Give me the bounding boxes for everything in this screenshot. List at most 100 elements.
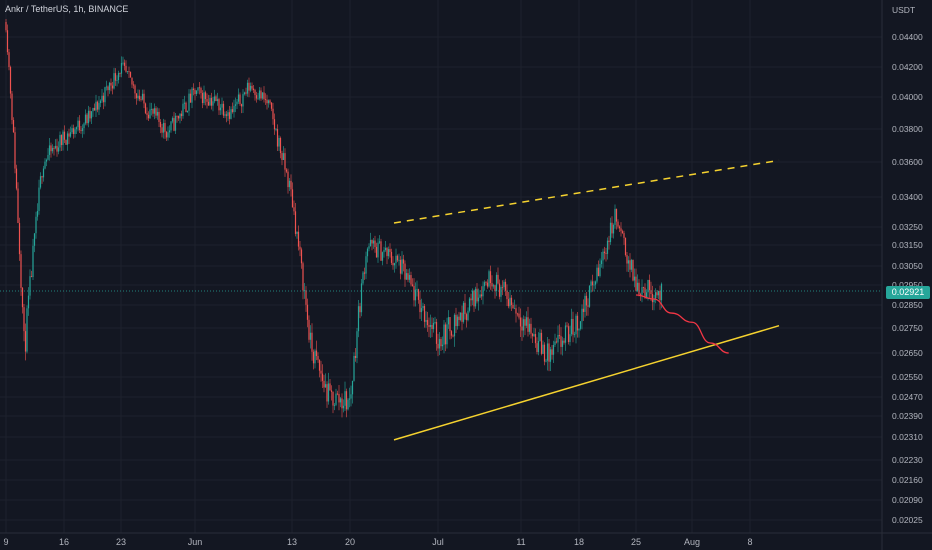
candle-body [152,109,154,114]
candle-body [221,103,223,108]
candle-body [458,316,460,321]
candle-body [159,121,162,128]
candle-body [126,71,129,73]
candle-body [63,131,66,140]
candle-body [468,298,471,311]
candle-body [483,282,486,287]
symbol-legend[interactable]: Ankr / TetherUS, 1h, BINANCE [5,4,128,14]
candle-body [264,99,267,100]
candle-body [354,355,357,358]
candle-body [141,93,144,100]
candle-body [329,383,331,391]
candle-body [11,93,13,121]
price-tick-label: 0.02650 [892,348,923,358]
candle-body [456,316,459,327]
candle-body [612,224,615,234]
candle-body [473,290,475,307]
candle-body [168,130,171,133]
candle-body [509,297,511,307]
candle-body [540,332,543,354]
candle-body [287,171,289,188]
candle-body [78,120,81,131]
candle-body [494,285,496,292]
candle-body [581,308,583,322]
candle-body [294,211,297,234]
candle-body [408,275,411,280]
candle-body [296,231,298,234]
candle-body [89,110,91,119]
candle-body [480,294,483,297]
price-tick-label: 0.02850 [892,300,923,310]
candle-body [453,314,456,337]
candle-body [306,304,309,320]
candle-body [636,282,639,291]
time-tick-label: 8 [747,537,752,547]
candle-body [336,393,339,395]
candle-body [23,307,25,332]
candle-body [42,168,45,178]
candle-body [12,120,15,133]
price-tick-label: 0.04000 [892,92,923,102]
candle-body [242,94,244,107]
candle-body [449,317,451,332]
candle-body [602,251,604,261]
candle-body [60,135,63,146]
candle-body [48,145,51,155]
candle-body [170,121,172,131]
price-tick-label: 0.02550 [892,372,923,382]
price-tick-label: 0.04400 [892,32,923,42]
price-tick-label: 0.03150 [892,240,923,250]
candle-body [27,295,30,309]
candle-body [326,384,328,402]
candle-body [435,322,438,344]
candle-body [197,87,199,91]
resistance-trendline [393,159,780,224]
candle-body [17,188,19,223]
price-axis[interactable]: 0.04400 0.04200 0.04000 0.03800 0.03600 0.034… [892,32,923,525]
candle-body [189,93,192,103]
candle-body [461,312,463,322]
candle-body [542,344,544,354]
candle-body [588,285,591,307]
symbol-name: Ankr / TetherUS [5,4,69,14]
candle-body [564,325,567,343]
time-axis[interactable]: 9 16 23 Jun 13 20 Jul 11 18 25 Aug 8 [3,537,752,547]
candle-body [179,113,181,119]
candle-body [399,259,402,274]
price-tick-label: 0.02025 [892,515,923,525]
candle-body [404,263,406,280]
candle-body [501,287,504,288]
candle-body [348,398,351,400]
candle-body [74,129,76,134]
candle-body [107,86,109,91]
candle-body [150,109,153,110]
candle-body [587,305,589,307]
candle-body [575,315,577,335]
candle-body [258,90,261,99]
candle-body [18,222,21,255]
candle-body [213,96,216,102]
candle-body [503,281,505,288]
candle-body [645,292,648,298]
candle-body [113,73,115,89]
candle-body [356,331,358,358]
exchange-label: BINANCE [88,4,129,14]
candle-body [155,108,157,116]
price-tick-label: 0.02950 [892,280,923,290]
candle-body [278,137,280,147]
candle-body [311,332,313,352]
candle-body [273,119,276,130]
candle-body [558,335,561,337]
candle-body [338,394,340,403]
candle-body [389,249,391,252]
price-tick-label: 0.02310 [892,432,923,442]
candle-body [131,77,133,85]
candle-body [434,322,436,323]
candle-body [359,306,361,313]
candle-body [485,282,487,284]
candle-body [582,308,585,312]
candle-body [279,137,282,154]
candle-body [68,133,70,137]
candle-body [317,356,319,360]
